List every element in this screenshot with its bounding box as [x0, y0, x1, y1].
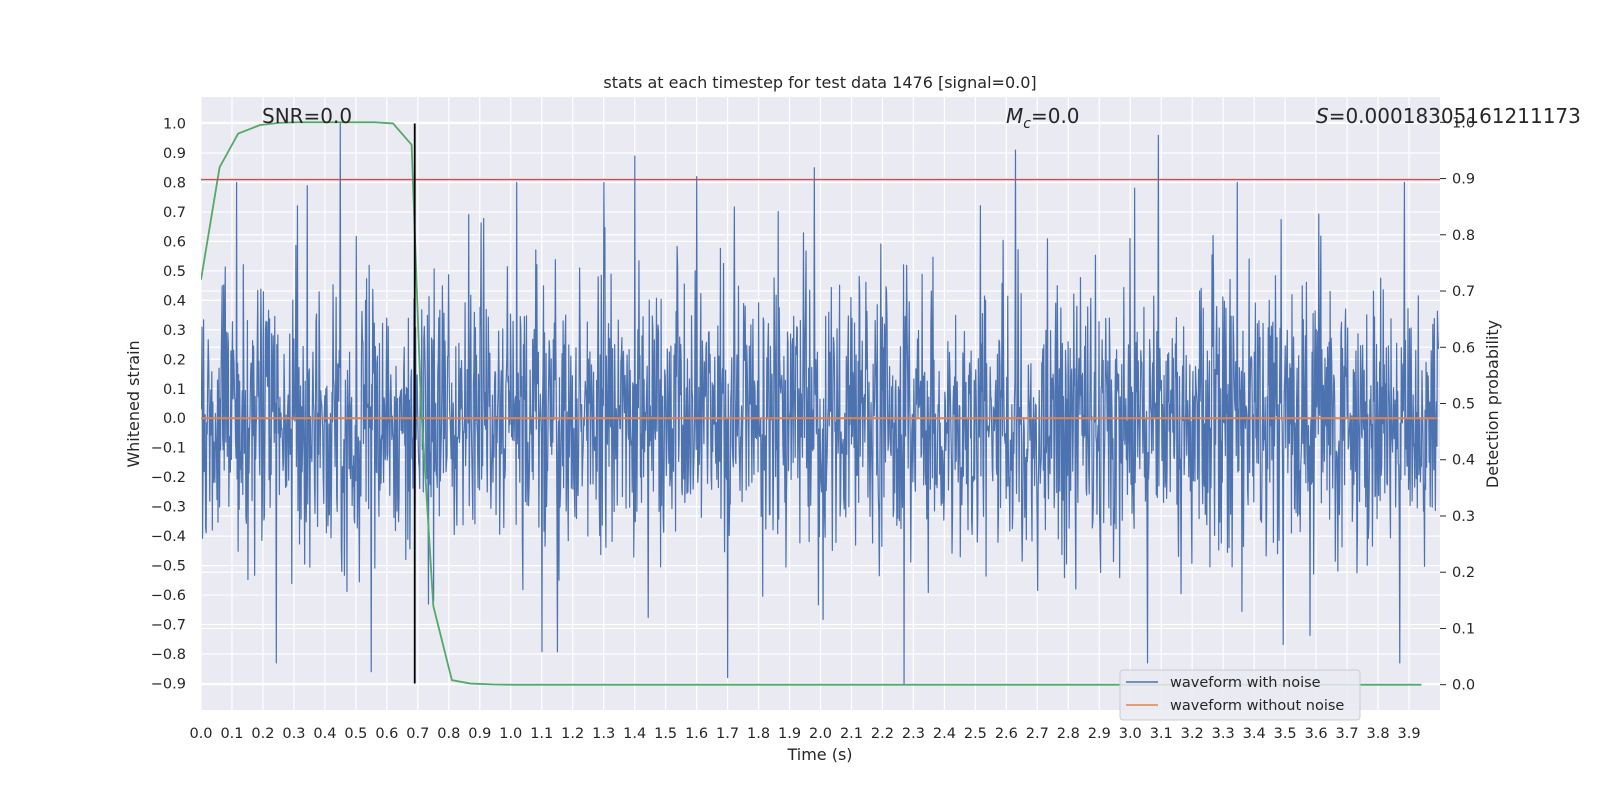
x-tick-label: 0.5 — [344, 726, 367, 742]
chirp-mass-symbol: M — [1006, 104, 1023, 128]
legend-label-noisy: waveform with noise — [1170, 675, 1321, 691]
x-tick-label: 2.4 — [933, 726, 956, 742]
x-tick-label: 1.5 — [654, 726, 677, 742]
x-tick-label: 0.0 — [189, 726, 212, 742]
x-tick-label: 3.0 — [1119, 726, 1142, 742]
snr-annotation: SNR=0.0 — [262, 104, 352, 128]
x-tick-label: 2.2 — [871, 726, 894, 742]
x-tick-label: 1.2 — [561, 726, 584, 742]
series-waveform-with-noise — [201, 122, 1440, 685]
x-tick-label: 3.9 — [1397, 726, 1420, 742]
x-tick-label: 1.6 — [685, 726, 708, 742]
x-tick-label: 0.9 — [468, 726, 491, 742]
x-tick-label: 1.0 — [499, 726, 522, 742]
x-tick-label: 0.7 — [406, 726, 429, 742]
y-left-tick-label: −0.4 — [151, 529, 186, 545]
y-left-tick-label: 0.7 — [163, 205, 186, 221]
x-tick-label: 0.6 — [375, 726, 398, 742]
x-tick-label: 1.1 — [530, 726, 553, 742]
x-tick-label: 2.9 — [1088, 726, 1111, 742]
y-right-tick-label: 0.2 — [1452, 565, 1475, 581]
y-axis-label-right: Detection probability — [1483, 320, 1502, 488]
x-tick-label: 2.5 — [964, 726, 987, 742]
x-tick-label: 0.1 — [220, 726, 243, 742]
y-right-tick-label: 0.7 — [1452, 284, 1475, 300]
y-left-tick-label: −0.9 — [151, 676, 186, 692]
y-left-tick-labels: 1.0 0.9 0.8 0.7 0.6 0.5 0.4 0.3 0.2 0.1 0.0 −0.1 −0.… — [151, 117, 186, 693]
chirp-mass-annotation: Mc=0.0 — [1006, 104, 1080, 132]
x-tick-label: 0.4 — [313, 726, 336, 742]
x-tick-label: 2.8 — [1057, 726, 1080, 742]
x-tick-label: 3.3 — [1212, 726, 1235, 742]
y-right-tick-label: 1.0 — [1452, 115, 1475, 131]
y-left-tick-label: 0.0 — [163, 411, 186, 427]
chart-title: stats at each timestep for test data 147… — [603, 73, 1036, 92]
y-right-tick-label: 0.1 — [1452, 621, 1475, 637]
x-tick-label: 1.8 — [747, 726, 770, 742]
chirp-mass-subscript: c — [1023, 116, 1031, 132]
y-left-tick-label: 0.6 — [163, 234, 186, 250]
x-tick-label: 2.7 — [1026, 726, 1049, 742]
y-left-tick-label: 0.8 — [163, 175, 186, 191]
legend: waveform with noise waveform without noi… — [1119, 669, 1361, 721]
s-symbol: S — [1316, 104, 1329, 128]
x-tick-label: 0.2 — [251, 726, 274, 742]
x-tick-label: 0.3 — [282, 726, 305, 742]
x-tick-label: 3.4 — [1243, 726, 1266, 742]
y-right-tick-label: 0.9 — [1452, 172, 1475, 188]
s-annotation: S=0.00018305161211173 — [1316, 104, 1581, 128]
y-left-tick-label: 0.2 — [163, 352, 186, 368]
y-left-tick-label: −0.8 — [151, 647, 186, 663]
y-left-tick-label: −0.2 — [151, 470, 186, 486]
legend-label-clean: waveform without noise — [1170, 698, 1344, 714]
series-detection-probability — [201, 121, 1422, 686]
x-tick-label: 2.3 — [902, 726, 925, 742]
x-tick-label: 3.2 — [1181, 726, 1204, 742]
plot-content — [201, 121, 1440, 686]
chirp-mass-value: =0.0 — [1031, 104, 1080, 128]
x-tick-label: 1.9 — [778, 726, 801, 742]
y-left-tick-label: −0.1 — [151, 441, 186, 457]
y-left-tick-label: −0.6 — [151, 588, 186, 604]
x-tick-label: 2.1 — [840, 726, 863, 742]
x-tick-label: 3.5 — [1274, 726, 1297, 742]
y-left-tick-label: −0.7 — [151, 618, 186, 634]
y-left-tick-label: 0.3 — [163, 323, 186, 339]
x-tick-label: 3.8 — [1367, 726, 1390, 742]
legend-box — [1119, 669, 1361, 721]
x-tick-label: 1.7 — [716, 726, 739, 742]
x-tick-label: 2.0 — [809, 726, 832, 742]
x-tick-label: 1.3 — [592, 726, 615, 742]
y-left-tick-label: −0.5 — [151, 559, 186, 575]
y-right-tick-label: 0.4 — [1452, 453, 1475, 469]
y-left-tick-label: 0.4 — [163, 293, 186, 309]
s-value: =0.00018305161211173 — [1329, 104, 1581, 128]
y-right-tick-label: 0.8 — [1452, 228, 1475, 244]
x-tick-label: 3.1 — [1150, 726, 1173, 742]
y-right-tick-labels: 1.0 0.9 0.8 0.7 0.6 0.5 0.4 0.3 0.2 0.1 0.0 — [1440, 115, 1475, 694]
y-left-tick-label: −0.3 — [151, 500, 186, 516]
x-tick-label: 1.4 — [623, 726, 646, 742]
y-axis-label-left: Whitened strain — [124, 340, 143, 467]
y-left-tick-label: 0.1 — [163, 382, 186, 398]
y-right-tick-label: 0.6 — [1452, 340, 1475, 356]
y-left-tick-label: 0.9 — [163, 146, 186, 162]
y-left-tick-label: 1.0 — [163, 117, 186, 133]
x-axis-label: Time (s) — [786, 745, 852, 764]
x-tick-label: 3.7 — [1336, 726, 1359, 742]
y-right-tick-label: 0.5 — [1452, 397, 1475, 413]
x-tick-label: 3.6 — [1305, 726, 1328, 742]
y-right-tick-label: 0.0 — [1452, 678, 1475, 694]
x-tick-labels: 0.0 0.1 0.2 0.3 0.4 0.5 0.6 0.7 0.8 0.9 1.0 1.1 1.2 1… — [189, 726, 1420, 742]
y-left-tick-label: 0.5 — [163, 264, 186, 280]
y-right-tick-label: 0.3 — [1452, 509, 1475, 525]
x-tick-label: 2.6 — [995, 726, 1018, 742]
x-tick-label: 0.8 — [437, 726, 460, 742]
